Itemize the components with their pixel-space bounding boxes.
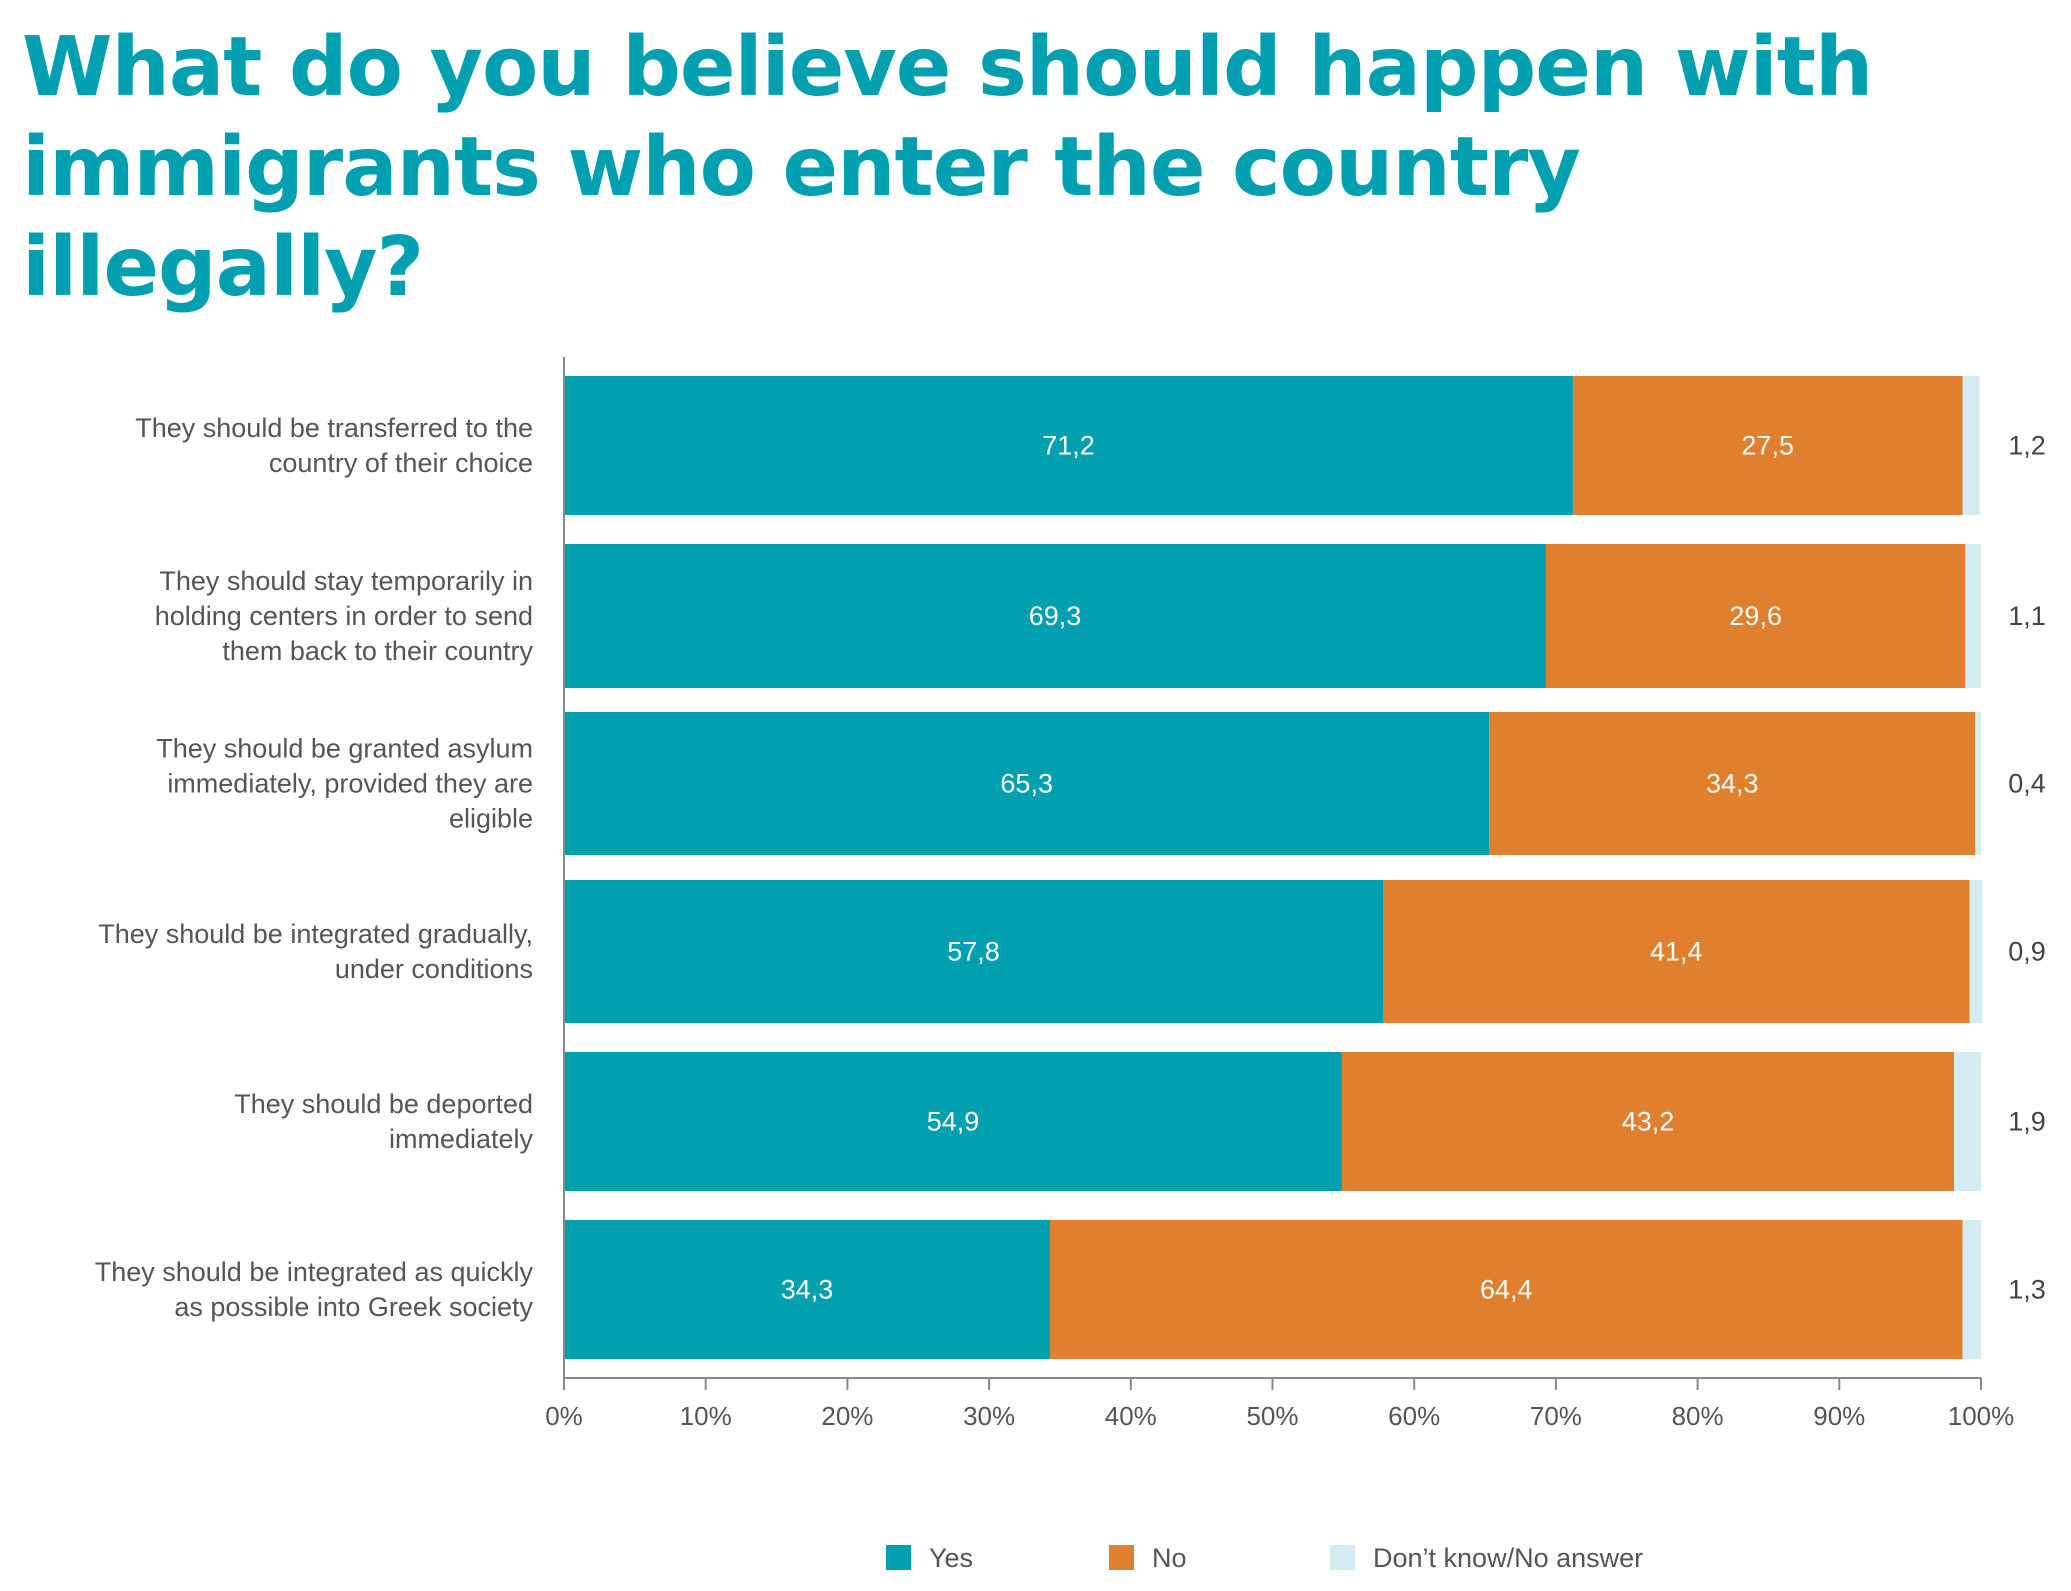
bar-no-4 [1341,1052,1954,1191]
chart-title: What do you believe should happen with i… [22,20,1873,315]
bar-label-dk-3: 0,9 [2008,937,2046,967]
bar-label-no-5: 64,4 [1480,1275,1533,1305]
bar-label-no-1: 29,6 [1729,601,1782,631]
x-tick-label-4: 40% [1105,1401,1157,1431]
x-tick-label-9: 90% [1813,1401,1865,1431]
category-label-1-line-2: them back to their country [222,636,533,666]
bar-dk-1 [1965,544,1981,688]
bar-label-dk-1: 1,1 [2008,601,2046,631]
legend-swatch-no [1109,1545,1134,1570]
category-label-3-line-0: They should be integrated gradually, [98,919,533,949]
category-label-2-line-1: immediately, provided they are [167,769,533,799]
bar-label-dk-4: 1,9 [2008,1107,2046,1137]
bar-label-no-2: 34,3 [1706,769,1759,799]
x-tick-label-3: 30% [963,1401,1015,1431]
bar-yes-4 [564,1052,1342,1191]
category-label-5-line-0: They should be integrated as quickly [95,1257,534,1287]
category-label-1-line-0: They should stay temporarily in [159,566,533,596]
bar-yes-0 [564,376,1573,515]
bar-label-dk-2: 0,4 [2008,769,2046,799]
bar-no-2 [1489,712,1976,855]
legend-label-yes: Yes [929,1543,973,1573]
legend-label-dk: Don’t know/No answer [1373,1543,1643,1573]
bar-no-0 [1572,376,1963,515]
legend-label-no: No [1152,1543,1187,1573]
bar-label-no-3: 41,4 [1650,937,1703,967]
bar-yes-5 [564,1220,1050,1359]
bar-label-no-4: 43,2 [1622,1107,1675,1137]
bar-no-1 [1546,544,1966,688]
bar-label-yes-4: 54,9 [927,1107,980,1137]
x-tick-label-7: 70% [1530,1401,1582,1431]
bar-no-3 [1383,880,1970,1023]
bar-label-yes-5: 34,3 [781,1275,834,1305]
bar-label-yes-3: 57,8 [947,937,1000,967]
bar-no-5 [1050,1220,1963,1359]
x-tick-label-6: 60% [1388,1401,1440,1431]
bar-label-yes-0: 71,2 [1042,431,1095,461]
category-label-0-line-1: country of their choice [269,448,533,478]
category-label-5-line-1: as possible into Greek society [174,1292,533,1322]
category-label-4-line-1: immediately [389,1124,534,1154]
category-label-2-line-0: They should be granted asylum [156,734,533,764]
bar-dk-2 [1975,712,1981,855]
category-label-1-line-1: holding centers in order to send [155,601,533,631]
bar-dk-5 [1962,1220,1981,1359]
bar-yes-2 [564,712,1490,855]
bar-dk-4 [1954,1052,1981,1191]
bar-label-yes-1: 69,3 [1029,601,1082,631]
x-tick-label-8: 80% [1672,1401,1724,1431]
x-tick-label-1: 10% [680,1401,732,1431]
legend-swatch-dk [1330,1545,1355,1570]
bar-label-yes-2: 65,3 [1000,769,1053,799]
category-label-3-line-1: under conditions [335,954,533,984]
x-tick-label-10: 100% [1948,1401,2015,1431]
bar-label-dk-5: 1,3 [2008,1275,2046,1305]
bar-dk-0 [1962,376,1980,515]
bar-dk-3 [1969,880,1983,1023]
category-label-0-line-0: They should be transferred to the [135,413,533,443]
x-tick-label-0: 0% [545,1401,583,1431]
bar-yes-3 [564,880,1383,1023]
bar-yes-1 [564,544,1546,688]
bar-label-no-0: 27,5 [1741,431,1794,461]
bar-label-dk-0: 1,2 [2008,431,2046,461]
category-label-4-line-0: They should be deported [234,1089,533,1119]
legend-swatch-yes [886,1545,911,1570]
category-label-2-line-2: eligible [449,804,533,834]
x-tick-label-2: 20% [821,1401,873,1431]
x-tick-label-5: 50% [1246,1401,1298,1431]
